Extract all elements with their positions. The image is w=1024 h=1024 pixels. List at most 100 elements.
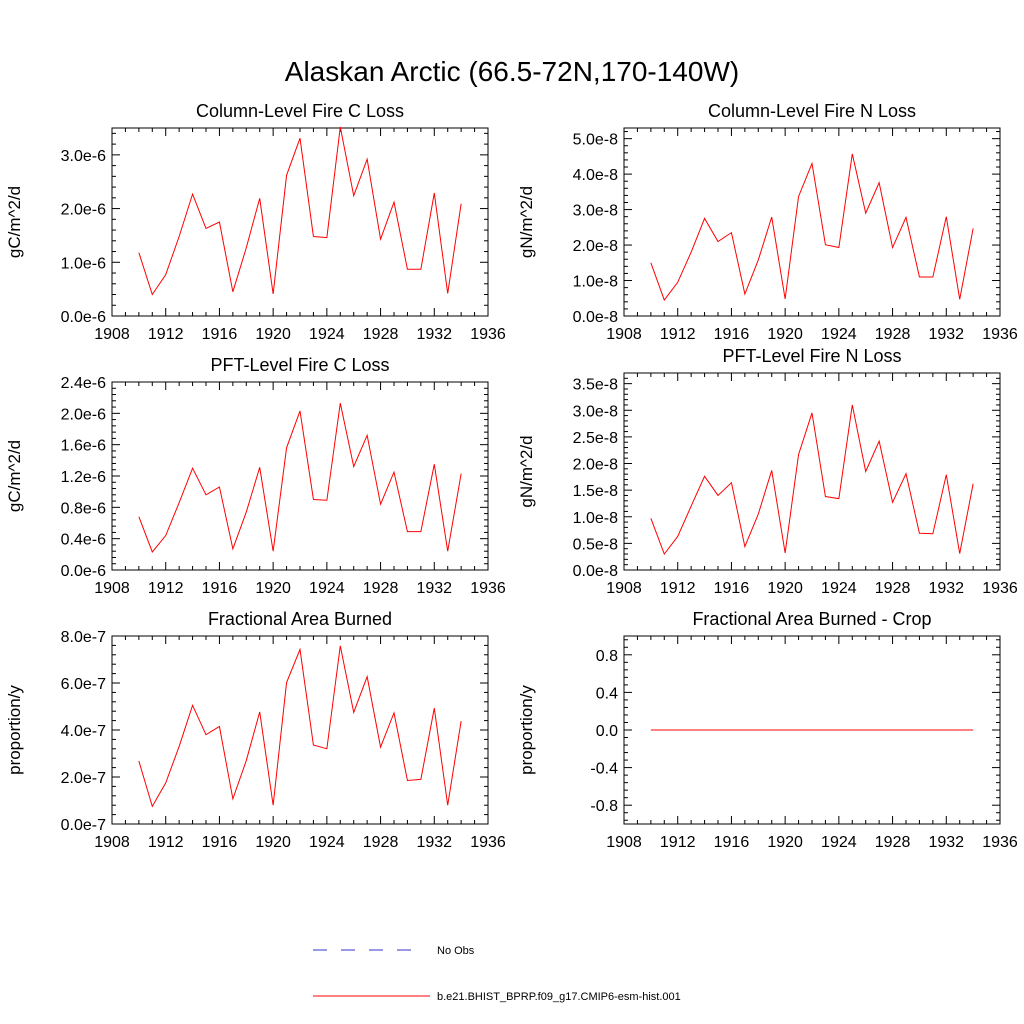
- legend-item-2: b.e21.BHIST_BPRP.f09_g17.CMIP6-esm-hist.…: [313, 991, 681, 1003]
- y-tick-label: 0.0e-8: [573, 309, 618, 326]
- x-tick-label: 1924: [309, 580, 345, 597]
- y-axis-label: gC/m^2/d: [5, 186, 24, 258]
- x-tick-label: 1924: [821, 326, 857, 343]
- panel-title: Column-Level Fire C Loss: [196, 101, 404, 121]
- x-tick-label: 1908: [94, 580, 130, 597]
- chart-panel-4: PFT-Level Fire N Loss gN/m^2/d 1908 1912 191…: [517, 346, 1018, 597]
- x-tick-label: 1928: [875, 326, 911, 343]
- y-tick-label: 0.0e-6: [61, 309, 106, 326]
- x-tick-label: 1924: [821, 580, 857, 597]
- x-tick-label: 1916: [202, 580, 238, 597]
- series-line-1: [650, 404, 974, 556]
- y-tick-label: 1.0e-8: [573, 274, 618, 291]
- x-tick-label: 1916: [714, 580, 750, 597]
- y-tick-label: 3.0e-8: [573, 203, 618, 220]
- x-tick-label: 1908: [606, 580, 642, 597]
- x-tick-label: 1936: [982, 326, 1018, 343]
- y-tick-label: 5.0e-8: [573, 132, 618, 149]
- x-tick-label: 1936: [470, 580, 506, 597]
- y-tick-label: 0.0e-6: [61, 563, 106, 580]
- x-tick-label: 1932: [416, 326, 452, 343]
- y-tick-label: 8.0e-7: [61, 629, 106, 646]
- plot-frame: [623, 372, 1001, 571]
- x-tick-label: 1912: [660, 326, 696, 343]
- panel-title: Column-Level Fire N Loss: [708, 101, 916, 121]
- series-line-1: [138, 403, 462, 553]
- y-tick-label: 0.4: [596, 685, 618, 702]
- y-tick-label: 0.8: [596, 648, 618, 665]
- figure-title: Alaskan Arctic (66.5-72N,170-140W): [285, 56, 739, 87]
- x-tick-label: 1932: [416, 580, 452, 597]
- y-tick-label: 0.4e-6: [61, 532, 106, 549]
- y-axis-label: proportion/y: [5, 685, 24, 775]
- x-tick-label: 1928: [875, 580, 911, 597]
- legend: No Obs b.e21.BHIST_BPRP.f09_g17.CMIP6-esm…: [313, 945, 681, 1003]
- panels-group: Column-Level Fire C Loss gC/m^2/d 1908 1912…: [5, 101, 1018, 851]
- plot-frame: [623, 127, 1001, 317]
- x-tick-label: 1928: [363, 326, 399, 343]
- y-tick-label: 0.0e-7: [61, 817, 106, 834]
- x-tick-label: 1920: [255, 326, 291, 343]
- x-tick-label: 1928: [363, 580, 399, 597]
- chart-panel-3: PFT-Level Fire C Loss gC/m^2/d 1908 1912 191…: [5, 355, 506, 597]
- series-line-1: [138, 645, 462, 808]
- y-axis-label: gC/m^2/d: [5, 440, 24, 512]
- chart-panel-2: Column-Level Fire N Loss gN/m^2/d 1908 1912…: [517, 101, 1018, 343]
- y-tick-label: 0.8e-6: [61, 500, 106, 517]
- x-tick-label: 1912: [660, 834, 696, 851]
- x-tick-label: 1936: [470, 834, 506, 851]
- panel-title: PFT-Level Fire N Loss: [722, 346, 901, 366]
- x-tick-label: 1924: [309, 326, 345, 343]
- x-tick-label: 1908: [94, 834, 130, 851]
- legend-label: No Obs: [437, 945, 475, 957]
- y-tick-label: 3.0e-6: [61, 148, 106, 165]
- series-line-1: [138, 126, 462, 296]
- x-tick-label: 1912: [148, 326, 184, 343]
- y-tick-label: 1.6e-6: [61, 438, 106, 455]
- x-tick-label: 1932: [928, 834, 964, 851]
- x-tick-label: 1936: [470, 326, 506, 343]
- x-tick-label: 1936: [982, 834, 1018, 851]
- y-tick-label: 4.0e-7: [61, 723, 106, 740]
- y-tick-label: 1.5e-8: [573, 483, 618, 500]
- y-tick-label: -0.4: [590, 761, 618, 778]
- y-tick-label: 2.0e-7: [61, 770, 106, 787]
- y-tick-label: 1.0e-8: [573, 510, 618, 527]
- x-tick-label: 1908: [606, 326, 642, 343]
- y-tick-label: 2.0e-6: [61, 406, 106, 423]
- x-tick-label: 1920: [255, 580, 291, 597]
- x-tick-label: 1916: [202, 326, 238, 343]
- x-tick-label: 1916: [714, 326, 750, 343]
- y-tick-label: 2.4e-6: [61, 375, 106, 392]
- y-axis-label: gN/m^2/d: [517, 435, 536, 507]
- x-tick-label: 1920: [767, 580, 803, 597]
- x-tick-label: 1932: [928, 326, 964, 343]
- y-tick-label: 6.0e-7: [61, 676, 106, 693]
- x-tick-label: 1912: [148, 580, 184, 597]
- panel-title: PFT-Level Fire C Loss: [210, 355, 389, 375]
- x-tick-label: 1920: [255, 834, 291, 851]
- x-tick-label: 1932: [928, 580, 964, 597]
- x-tick-label: 1908: [94, 326, 130, 343]
- y-axis-label: proportion/y: [517, 685, 536, 775]
- y-tick-label: 3.0e-8: [573, 403, 618, 420]
- y-tick-label: 1.0e-6: [61, 255, 106, 272]
- x-tick-label: 1928: [363, 834, 399, 851]
- series-line-1: [650, 153, 974, 302]
- x-tick-label: 1908: [606, 834, 642, 851]
- x-tick-label: 1936: [982, 580, 1018, 597]
- y-tick-label: 0.0: [596, 723, 618, 740]
- y-tick-label: 3.5e-8: [573, 377, 618, 394]
- panel-title: Fractional Area Burned: [208, 609, 392, 629]
- y-axis-label: gN/m^2/d: [517, 186, 536, 258]
- x-tick-label: 1916: [714, 834, 750, 851]
- y-tick-label: 4.0e-8: [573, 167, 618, 184]
- x-tick-label: 1920: [767, 326, 803, 343]
- x-tick-label: 1912: [660, 580, 696, 597]
- y-tick-label: 1.2e-6: [61, 469, 106, 486]
- y-tick-label: -0.8: [590, 798, 618, 815]
- plot-frame: [111, 635, 489, 825]
- y-tick-label: 0.0e-8: [573, 563, 618, 580]
- chart-panel-5: Fractional Area Burned proportion/y 1908 19…: [5, 609, 506, 851]
